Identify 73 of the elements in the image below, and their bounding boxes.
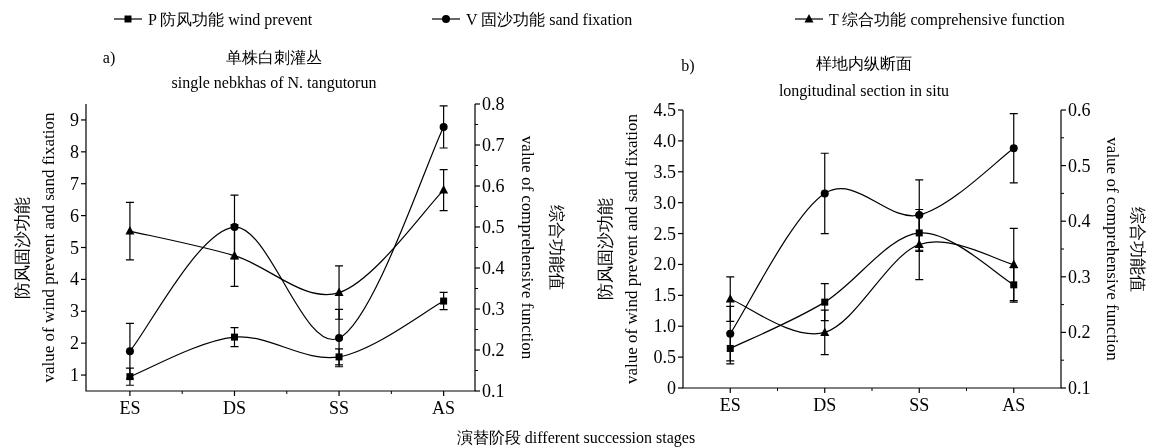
point [334,287,344,297]
point [229,250,239,260]
y2-tick-label: 0.6 [1068,100,1091,120]
y2-tick-label: 0.4 [1068,211,1091,232]
y2-axis-title: value of comprehensive function 综合功能值 [1102,137,1147,362]
y-tick-label: 1 [70,365,79,386]
y2-tick-label: 0.4 [482,258,505,278]
y2-tick-label: 0.2 [1068,322,1091,343]
y-tick-label: 3.0 [653,192,676,213]
y-tick-label: 3.5 [653,161,676,182]
chart-title: 样地内纵断面 [816,54,912,72]
y-tick-label: 1.0 [653,316,676,337]
y2-tick-label: 0.7 [482,135,505,155]
y2-tick-label: 0.8 [482,94,505,114]
text: a) [102,48,116,67]
legend-label: V 固沙功能 sand fixation [466,10,633,28]
y-axis-title: 防风固沙功能 value of wind prevent and sand fixation [12,111,58,383]
point [230,333,238,341]
text: b) [681,56,695,75]
y-tick-label: 2.5 [653,223,676,244]
y2-axis-title: value of comprehensive function 综合功能值 [517,135,566,360]
x-tick-label: AS [1002,395,1026,415]
y2-tick-label: 0.5 [1068,155,1091,176]
y-tick-label: 1.5 [653,285,676,306]
x-tick-label: ES [119,398,141,418]
x-tick-label: DS [813,395,837,415]
y2-tick-label: 0.1 [482,381,505,401]
chart-title: 单株白刺灌丛 [226,48,322,66]
x-tick-label: ES [719,395,741,415]
point [440,297,448,305]
y-tick-label: 7 [70,173,79,194]
y-tick-label: 4 [70,269,79,290]
x-tick-label: SS [909,395,930,415]
y-axis-title: 防风固沙功能 value of wind prevent and sand fixation [595,113,641,385]
point [439,122,448,131]
chart-subtitle: single nebkhas of N. tangutorun [171,73,377,92]
y2-tick-label: 0.2 [482,340,505,360]
legend-label: T 综合功能 comprehensive function [829,10,1065,29]
point [726,329,735,338]
y-tick-label: 6 [70,205,79,226]
x-tick-label: SS [329,398,350,418]
y-tick-label: 9 [70,109,79,130]
x-tick-label: AS [432,398,456,418]
x-axis-title: 演替阶段 different succession stages [456,428,696,447]
point [125,347,134,356]
point [914,239,924,249]
legend-label: P 防风功能 wind prevent [148,10,313,29]
point [1009,259,1019,269]
point [915,211,924,220]
y-tick-label: 3 [70,301,79,322]
y2-tick-label: 0.1 [1068,378,1091,398]
y2-tick-label: 0.3 [1068,266,1091,287]
point [820,327,830,336]
y-tick-label: 4.5 [653,100,676,120]
point [335,334,344,343]
y-tick-label: 0.5 [653,347,676,368]
point [725,294,735,303]
y-tick-label: 4.0 [653,130,676,151]
y2-tick-label: 0.3 [482,299,505,319]
y2-tick-label: 0.5 [482,217,505,237]
y2-tick-label: 0.6 [482,176,505,196]
y-tick-label: 8 [70,141,79,162]
y-tick-label: 2.0 [653,254,676,275]
chart-subtitle: longitudinal section in situ [778,81,950,100]
point [821,298,829,306]
x-tick-label: DS [222,398,246,418]
point [1009,144,1018,153]
point [439,185,449,194]
y-tick-label: 5 [70,237,79,258]
point [125,226,135,235]
y-tick-label: 2 [70,333,79,354]
point [820,189,829,198]
y-tick-label: 0 [667,378,676,398]
